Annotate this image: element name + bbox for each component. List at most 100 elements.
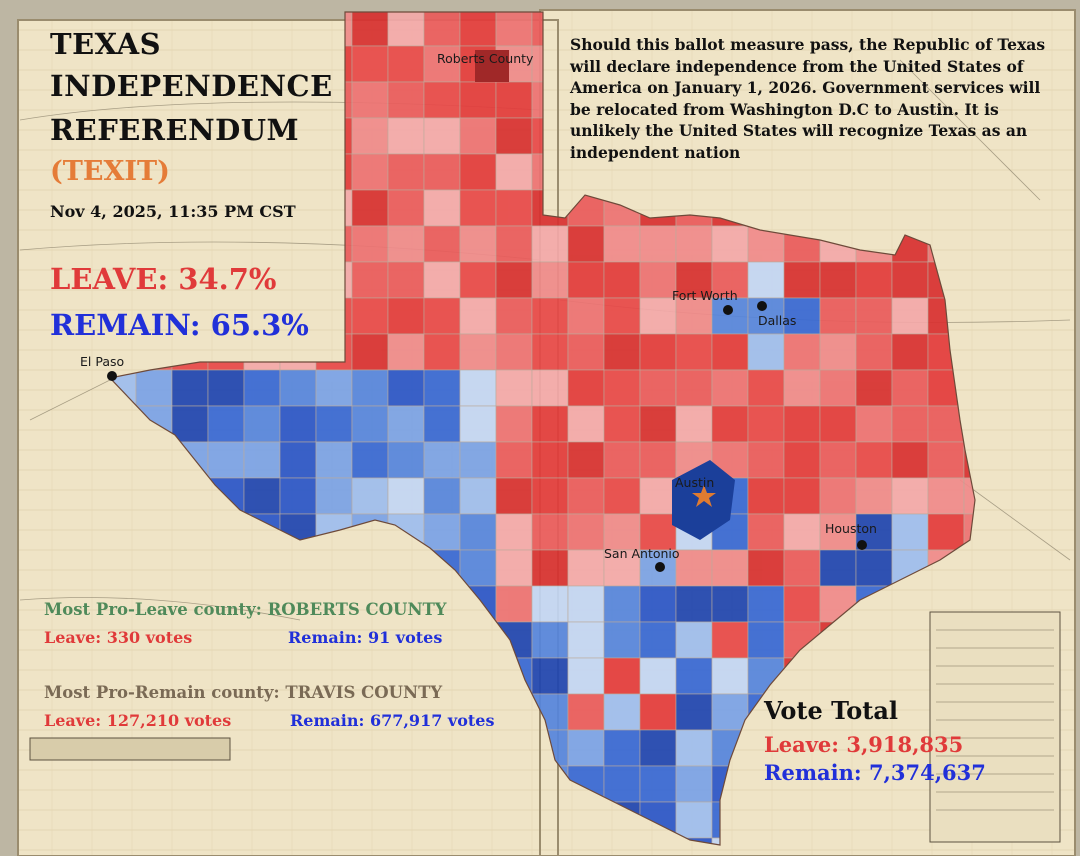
county-cell — [891, 261, 929, 299]
county-cell — [675, 657, 713, 695]
county-cell — [279, 441, 317, 479]
county-cell — [783, 261, 821, 299]
county-cell — [423, 297, 461, 335]
county-cell — [387, 117, 425, 155]
county-cell — [459, 405, 497, 443]
county-cell — [423, 12, 461, 47]
county-cell — [711, 693, 749, 731]
county-cell — [423, 81, 461, 119]
county-cell — [495, 153, 533, 191]
county-cell — [459, 333, 497, 371]
county-cell — [639, 765, 677, 803]
dallas-marker — [757, 301, 767, 311]
county-cell — [351, 477, 389, 515]
county-cell — [387, 405, 425, 443]
county-cell — [855, 441, 893, 479]
county-cell — [675, 801, 713, 839]
county-cell — [819, 441, 857, 479]
county-cell — [351, 225, 389, 263]
county-cell — [819, 405, 857, 443]
county-cell — [603, 513, 641, 551]
county-cell — [135, 369, 173, 407]
county-cell — [927, 477, 965, 515]
leave-percentage: LEAVE: 34.7% — [50, 262, 277, 296]
county-cell — [531, 225, 569, 263]
county-cell — [459, 441, 497, 479]
county-cell — [603, 729, 641, 767]
county-cell — [387, 369, 425, 407]
county-cell — [675, 621, 713, 659]
county-cell — [495, 12, 533, 47]
county-cell — [567, 225, 605, 263]
county-cell — [747, 513, 785, 551]
county-cell — [423, 369, 461, 407]
county-cell — [639, 405, 677, 443]
county-cell — [351, 81, 389, 119]
county-cell — [927, 405, 965, 443]
county-cell — [351, 12, 389, 47]
county-cell — [891, 333, 929, 371]
remain-percentage: REMAIN: 65.3% — [50, 308, 309, 342]
county-cell — [423, 225, 461, 263]
county-cell — [675, 729, 713, 767]
county-cell — [747, 369, 785, 407]
county-cell — [639, 441, 677, 479]
county-cell — [567, 585, 605, 623]
dallas-label: Dallas — [758, 313, 797, 328]
county-cell — [459, 81, 497, 119]
county-cell — [855, 405, 893, 443]
county-cell — [567, 513, 605, 551]
county-cell — [351, 333, 389, 371]
county-cell — [387, 189, 425, 227]
county-cell — [603, 333, 641, 371]
county-cell — [639, 621, 677, 659]
county-cell — [531, 261, 569, 299]
county-cell — [675, 693, 713, 731]
county-cell — [531, 405, 569, 443]
pro-remain-county-remain-votes: Remain: 677,917 votes — [290, 711, 495, 730]
el-paso-marker — [107, 371, 117, 381]
county-cell — [531, 549, 569, 587]
county-cell — [423, 261, 461, 299]
county-cell — [819, 333, 857, 371]
county-cell — [891, 513, 929, 551]
county-cell — [459, 189, 497, 227]
county-cell — [459, 153, 497, 191]
county-cell — [423, 117, 461, 155]
county-cell — [891, 405, 929, 443]
county-cell — [459, 261, 497, 299]
county-cell — [387, 45, 425, 83]
timestamp: Nov 4, 2025, 11:35 PM CST — [50, 202, 296, 221]
county-cell — [855, 297, 893, 335]
county-cell — [783, 549, 821, 587]
county-cell — [459, 117, 497, 155]
county-cell — [783, 477, 821, 515]
title-line-1: TEXAS — [50, 27, 162, 61]
county-cell — [567, 549, 605, 587]
county-cell — [315, 441, 353, 479]
county-cell — [315, 477, 353, 515]
county-cell — [675, 765, 713, 803]
county-cell — [531, 333, 569, 371]
county-cell — [603, 369, 641, 407]
county-cell — [207, 369, 245, 407]
county-cell — [639, 585, 677, 623]
county-cell — [783, 441, 821, 479]
county-cell — [567, 405, 605, 443]
county-cell — [495, 369, 533, 407]
county-cell — [711, 621, 749, 659]
pro-leave-county-leave-votes: Leave: 330 votes — [44, 628, 193, 647]
fort-worth-marker — [723, 305, 733, 315]
county-cell — [747, 261, 785, 299]
county-cell — [675, 369, 713, 407]
county-cell — [639, 477, 677, 515]
county-cell — [495, 513, 533, 551]
county-cell — [423, 405, 461, 443]
county-cell — [603, 297, 641, 335]
county-cell — [567, 441, 605, 479]
county-cell — [423, 513, 461, 551]
houston-marker — [857, 540, 867, 550]
county-cell — [639, 693, 677, 731]
county-cell — [603, 225, 641, 263]
